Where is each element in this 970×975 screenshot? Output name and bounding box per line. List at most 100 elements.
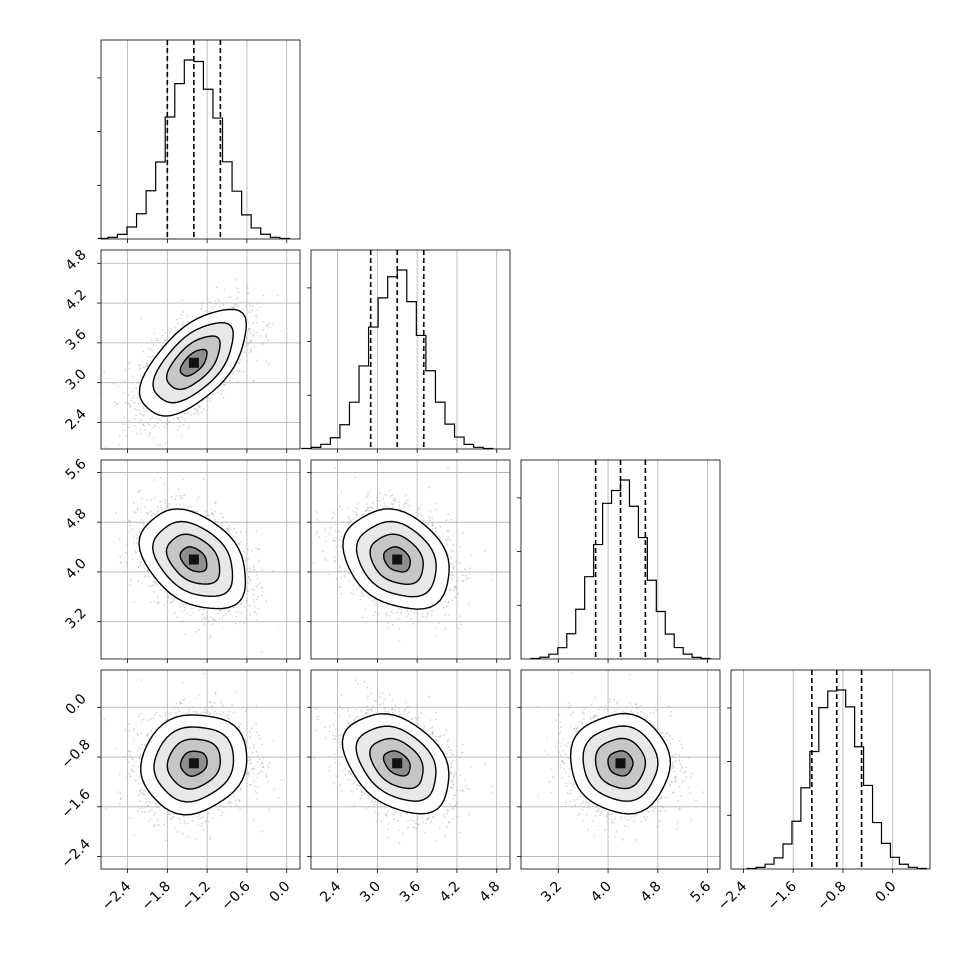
- scatter-point: [195, 631, 197, 633]
- scatter-point: [133, 511, 135, 513]
- scatter-point: [184, 610, 186, 612]
- scatter-point: [167, 504, 169, 506]
- scatter-point: [268, 326, 270, 328]
- scatter-point: [150, 418, 152, 420]
- scatter-point: [281, 331, 283, 333]
- scatter-point: [222, 617, 224, 619]
- scatter-point: [124, 381, 126, 383]
- scatter-point: [129, 520, 131, 522]
- scatter-point: [243, 622, 245, 624]
- scatter-point: [223, 289, 225, 291]
- scatter-point: [196, 409, 198, 411]
- scatter-point: [164, 332, 166, 334]
- scatter-point: [204, 623, 206, 625]
- scatter-point: [138, 364, 140, 366]
- scatter-point: [242, 309, 244, 311]
- scatter-point: [220, 513, 222, 515]
- scatter-point: [341, 593, 343, 595]
- scatter-point: [212, 393, 214, 395]
- scatter-point: [253, 380, 255, 382]
- scatter-point: [148, 435, 150, 437]
- scatter-point: [219, 618, 221, 620]
- scatter-point: [223, 384, 225, 386]
- scatter-point: [249, 306, 251, 308]
- scatter-point: [132, 376, 134, 378]
- scatter-point: [353, 584, 355, 586]
- scatter-point: [164, 426, 166, 428]
- scatter-point: [230, 377, 232, 379]
- scatter-point: [428, 487, 430, 489]
- scatter-point: [195, 412, 197, 414]
- scatter-point: [123, 417, 125, 419]
- scatter-point: [187, 321, 189, 323]
- scatter-point: [417, 614, 419, 616]
- scatter-point: [190, 615, 192, 617]
- scatter-point: [384, 506, 386, 508]
- scatter-point: [178, 456, 180, 458]
- scatter-point: [201, 302, 203, 304]
- scatter-point: [245, 305, 247, 307]
- scatter-point: [234, 536, 236, 538]
- scatter-point: [123, 423, 125, 425]
- scatter-point: [259, 335, 261, 337]
- scatter-point: [141, 583, 143, 585]
- scatter-point: [272, 323, 274, 325]
- scatter-point: [254, 606, 256, 608]
- scatter-point: [143, 576, 145, 578]
- scatter-point: [135, 387, 137, 389]
- scatter-point: [151, 514, 153, 516]
- scatter-point: [232, 373, 234, 375]
- scatter-point: [207, 310, 209, 312]
- scatter-point: [187, 412, 189, 414]
- scatter-point: [192, 612, 194, 614]
- scatter-point: [225, 614, 227, 616]
- scatter-point: [137, 580, 139, 582]
- scatter-point: [265, 600, 267, 602]
- scatter-point: [234, 304, 236, 306]
- scatter-point: [156, 584, 158, 586]
- scatter-point: [389, 489, 391, 491]
- scatter-point: [257, 608, 259, 610]
- scatter-point: [261, 587, 263, 589]
- scatter-point: [136, 537, 138, 539]
- scatter-point: [249, 570, 251, 572]
- scatter-point: [198, 609, 200, 611]
- scatter-point: [235, 623, 237, 625]
- scatter-point: [257, 584, 259, 586]
- scatter-point: [462, 532, 464, 534]
- scatter-point: [177, 323, 179, 325]
- scatter-point: [132, 391, 134, 393]
- scatter-point: [119, 538, 121, 540]
- scatter-point: [182, 478, 184, 480]
- scatter-point: [243, 551, 245, 553]
- scatter-point: [188, 425, 190, 427]
- scatter-point: [220, 522, 222, 524]
- scatter-point: [155, 581, 157, 583]
- scatter-point: [193, 413, 195, 415]
- scatter-point: [266, 336, 268, 338]
- scatter-point: [247, 590, 249, 592]
- scatter-point: [140, 433, 142, 435]
- scatter-point: [140, 429, 142, 431]
- scatter-point: [431, 518, 433, 520]
- scatter-point: [256, 586, 258, 588]
- scatter-point: [263, 295, 265, 297]
- scatter-point: [142, 424, 144, 426]
- scatter-point: [117, 554, 119, 556]
- scatter-point: [162, 509, 164, 511]
- scatter-point: [245, 560, 247, 562]
- scatter-point: [256, 574, 258, 576]
- scatter-point: [154, 601, 156, 603]
- scatter-point: [243, 371, 245, 373]
- scatter-point: [191, 315, 193, 317]
- scatter-point: [251, 340, 253, 342]
- scatter-point: [240, 531, 242, 533]
- scatter-point: [335, 537, 337, 539]
- scatter-point: [175, 495, 177, 497]
- scatter-point: [210, 616, 212, 618]
- scatter-point: [398, 504, 400, 506]
- panel-0-0: [101, 40, 300, 239]
- scatter-point: [134, 418, 136, 420]
- scatter-point: [125, 552, 127, 554]
